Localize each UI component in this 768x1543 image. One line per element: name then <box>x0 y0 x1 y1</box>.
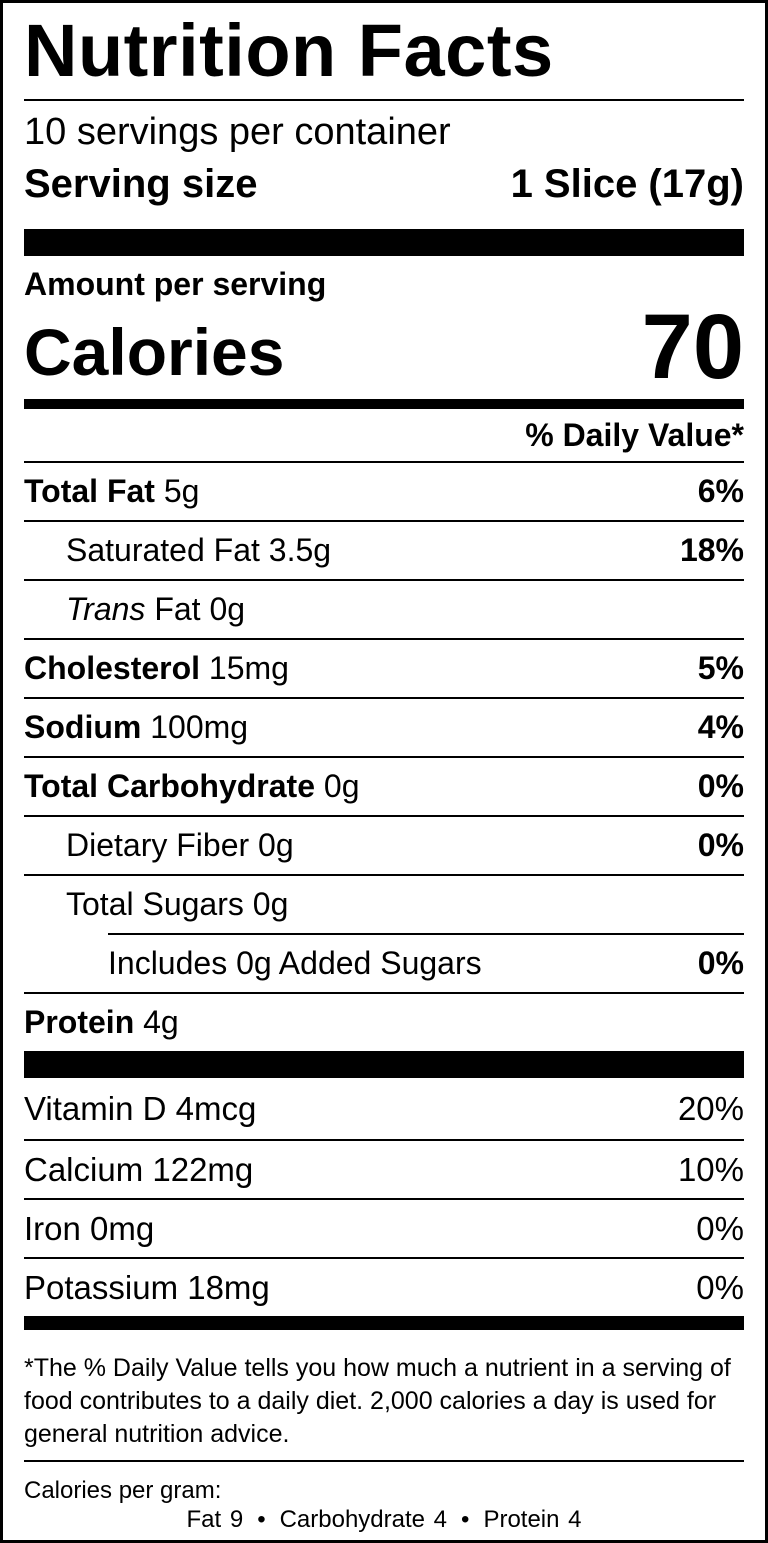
cholesterol-amount: 15mg <box>208 650 289 686</box>
vitamin-row: Iron 0mg 0% <box>24 1198 744 1257</box>
row-saturated-fat: Saturated Fat 3.5g 18% <box>24 520 744 579</box>
dietary-fiber-amount: 0g <box>258 827 294 863</box>
bullet-separator: • <box>461 1506 470 1533</box>
calcium-label: Calcium 122mg <box>24 1150 254 1188</box>
total-carbohydrate-label: Total Carbohydrate <box>24 768 315 804</box>
potassium-dv: 0% <box>696 1268 744 1306</box>
thick-divider-vitamins <box>24 1051 744 1078</box>
calcium-dv: 10% <box>677 1150 744 1188</box>
vitamin-d-dv: 20% <box>677 1089 744 1127</box>
cholesterol-label: Cholesterol <box>24 650 201 686</box>
serving-size-value: 1 Slice (17g) <box>510 162 744 206</box>
serving-size-label: Serving size <box>24 162 258 206</box>
cpg-carbohydrate: Carbohydrate 4 <box>279 1506 448 1533</box>
thick-divider-top <box>24 229 744 256</box>
saturated-fat-dv: 18% <box>679 532 744 568</box>
added-sugars-wrap: Includes 0g Added Sugars 0% <box>108 933 744 992</box>
calories-per-gram-divider <box>24 1460 744 1462</box>
total-carbohydrate-amount: 0g <box>323 768 360 804</box>
row-trans-fat: Trans Fat 0g <box>24 579 744 638</box>
trans-fat-amount: 0g <box>209 591 246 627</box>
cpg-fat: Fat 9 <box>186 1506 244 1533</box>
row-sodium: Sodium 100mg 4% <box>24 697 744 756</box>
trans-fat-label: Fat <box>154 591 201 627</box>
total-fat-label: Total Fat <box>24 473 155 509</box>
vitamin-row: Calcium 122mg 10% <box>24 1139 744 1198</box>
dietary-fiber-label: Dietary Fiber <box>66 827 250 863</box>
iron-dv: 0% <box>696 1209 744 1247</box>
saturated-fat-label: Saturated Fat <box>66 532 260 568</box>
protein-label: Protein <box>24 1004 135 1040</box>
calories-per-gram-label: Calories per gram: <box>24 1477 222 1504</box>
bullet-separator: • <box>257 1506 266 1533</box>
vitamin-d-label: Vitamin D 4mcg <box>24 1089 257 1127</box>
sodium-label: Sodium <box>24 709 142 745</box>
title-divider <box>24 99 744 101</box>
trans-fat-label-italic: Trans <box>66 591 146 627</box>
sodium-dv: 4% <box>697 709 744 745</box>
dietary-fiber-dv: 0% <box>697 827 744 863</box>
row-total-carbohydrate: Total Carbohydrate 0g 0% <box>24 756 744 815</box>
row-cholesterol: Cholesterol 15mg 5% <box>24 638 744 697</box>
added-sugars-text: Includes 0g Added Sugars <box>108 945 482 981</box>
vitamin-row: Vitamin D 4mcg 20% <box>24 1078 744 1139</box>
total-fat-dv: 6% <box>697 473 744 509</box>
cpg-protein: Protein 4 <box>483 1506 582 1533</box>
total-carbohydrate-dv: 0% <box>697 768 744 804</box>
amount-per-serving: Amount per serving <box>24 266 327 302</box>
total-fat-amount: 5g <box>163 473 200 509</box>
total-sugars-label: Total Sugars <box>66 886 244 922</box>
row-dietary-fiber: Dietary Fiber 0g 0% <box>24 815 744 874</box>
row-total-fat: Total Fat 5g 6% <box>24 461 744 520</box>
serving-size-row: Serving size 1 Slice (17g) <box>24 161 744 207</box>
sodium-amount: 100mg <box>150 709 249 745</box>
saturated-fat-amount: 3.5g <box>268 532 332 568</box>
cholesterol-dv: 5% <box>697 650 744 686</box>
daily-value-footnote: *The % Daily Value tells you how much a … <box>24 1354 731 1448</box>
servings-per-container: 10 servings per container <box>24 111 451 153</box>
footnote-divider <box>24 1316 744 1330</box>
calories-divider <box>24 399 744 409</box>
calories-per-gram-values: Fat 9 • Carbohydrate 4 • Protein 4 <box>24 1505 744 1535</box>
calories-row: Calories 70 <box>24 296 744 398</box>
row-added-sugars: Includes 0g Added Sugars 0% <box>108 933 744 992</box>
total-sugars-amount: 0g <box>252 886 289 922</box>
vitamin-row: Potassium 18mg 0% <box>24 1257 744 1316</box>
row-protein: Protein 4g <box>24 992 744 1051</box>
added-sugars-dv: 0% <box>697 945 744 981</box>
protein-amount: 4g <box>143 1004 179 1040</box>
calories-value: 70 <box>641 296 744 398</box>
calories-label: Calories <box>24 315 285 389</box>
label-title: Nutrition Facts <box>24 9 554 92</box>
iron-label: Iron 0mg <box>24 1209 155 1247</box>
potassium-label: Potassium 18mg <box>24 1268 270 1306</box>
row-total-sugars: Total Sugars 0g <box>24 874 744 933</box>
daily-value-header: % Daily Value* <box>525 417 744 453</box>
